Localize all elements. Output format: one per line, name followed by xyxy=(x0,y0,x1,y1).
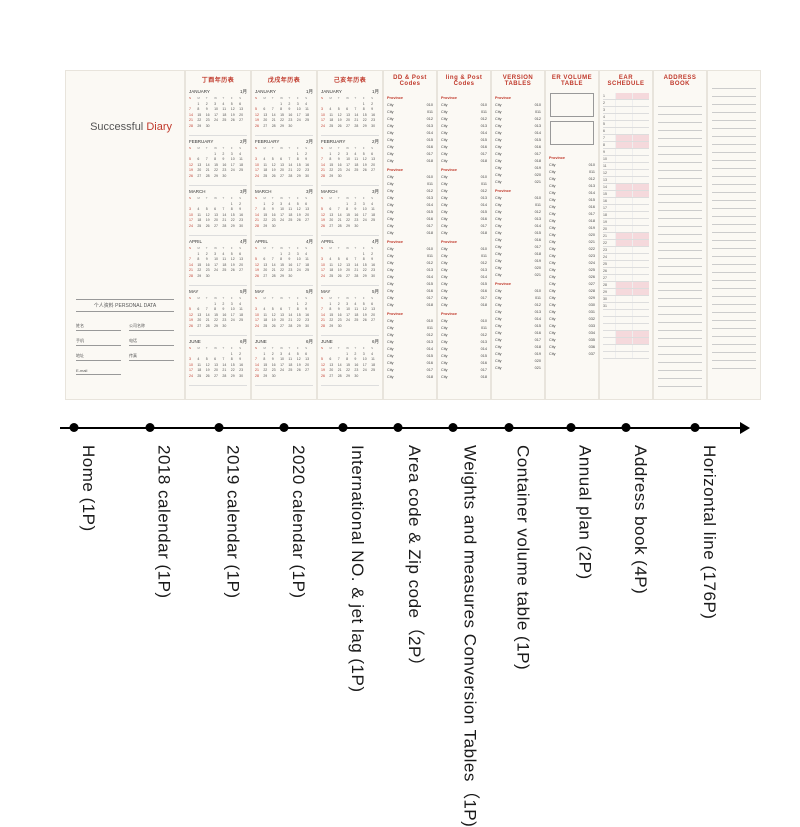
timeline-label: 2020 calendar (1P) xyxy=(288,445,308,599)
info-header: ER VOLUME TABLE xyxy=(546,71,598,89)
timeline-dot xyxy=(566,423,575,432)
page-intl-codes: DD & Post Codes ProvinceCity010City011Ci… xyxy=(383,70,437,400)
page-calendar-2018: 丁酉年历表 JANUARY1月SMTWTFS123456789101112131… xyxy=(185,70,251,400)
timeline-dot xyxy=(449,423,458,432)
page-calendar-2020: 己亥年历表 JANUARY1月SMTWTFS123456789101112131… xyxy=(317,70,383,400)
timeline-label: Container volume table (1P) xyxy=(512,445,532,670)
page-conversion-tables: VERSION TABLES ProvinceCity010City011Cit… xyxy=(491,70,545,400)
lined-body xyxy=(654,89,706,391)
timeline-dot xyxy=(69,423,78,432)
page-calendar-2019: 戊戌年历表 JANUARY1月SMTWTFS123456789101112131… xyxy=(251,70,317,400)
info-header: VERSION TABLES xyxy=(492,71,544,89)
cal-body: JANUARY1月SMTWTFS123456789101112131415161… xyxy=(252,86,316,388)
list-body: ProvinceCity010City011City012City013City… xyxy=(546,149,598,361)
page-address-book: ADDRESS BOOK xyxy=(653,70,707,400)
list-body: ProvinceCity010City011City012City013City… xyxy=(384,89,436,384)
cal-header: 丁酉年历表 xyxy=(186,71,250,86)
info-header: ADDRESS BOOK xyxy=(654,71,706,89)
home-fields-left: 姓名手机地址E-mail xyxy=(76,320,121,379)
timeline-label: Area code & Zip code（2P） xyxy=(402,445,427,675)
timeline-dot xyxy=(214,423,223,432)
timeline-label: Weights and measures Conversion Tables（1… xyxy=(457,445,482,827)
cal-body: JANUARY1月SMTWTFS123456789101112131415161… xyxy=(186,86,250,388)
home-title-accent: Diary xyxy=(146,121,172,133)
timeline-label: Horizontal line (176P) xyxy=(699,445,719,619)
page-horizontal-line xyxy=(707,70,761,400)
home-fields-right: 公司名称电话传真 xyxy=(129,320,174,379)
info-header: ling & Post Codes xyxy=(438,71,490,89)
home-personal-data: 个人资料 PERSONAL DATA 姓名手机地址E-mail 公司名称电话传真 xyxy=(76,299,174,379)
list-body: ProvinceCity010City011City012City013City… xyxy=(492,89,544,375)
page-home: Successful Diary 个人资料 PERSONAL DATA 姓名手机… xyxy=(65,70,185,400)
lined-body xyxy=(708,71,760,373)
home-title-main: Successful xyxy=(90,121,143,133)
cal-header: 己亥年历表 xyxy=(318,71,382,86)
page-annual-plan: EAR SCHEDULE 123456789101112131415161718… xyxy=(599,70,653,400)
page-volume-table: ER VOLUME TABLE ProvinceCity010City011Ci… xyxy=(545,70,599,400)
timeline-label: Address book (4P) xyxy=(630,445,650,594)
personal-data-label: 个人资料 PERSONAL DATA xyxy=(76,299,174,312)
timeline-label: 2018 calendar (1P) xyxy=(154,445,174,599)
timeline-labels: Home (1P) 2018 calendar (1P) 2019 calendar… xyxy=(60,445,750,775)
volume-diagram xyxy=(550,121,594,145)
timeline-dot xyxy=(280,423,289,432)
info-header: DD & Post Codes xyxy=(384,71,436,89)
timeline-dot xyxy=(621,423,630,432)
page-area-codes: ling & Post Codes ProvinceCity010City011… xyxy=(437,70,491,400)
schedule-body: 1234567891011121314151617181920212223242… xyxy=(600,89,652,363)
timeline-dot xyxy=(338,423,347,432)
timeline-label: 2019 calendar (1P) xyxy=(223,445,243,599)
timeline-dot xyxy=(690,423,699,432)
list-body: ProvinceCity010City011City012City013City… xyxy=(438,89,490,384)
timeline-label: Home (1P) xyxy=(78,445,98,532)
timeline-dot xyxy=(394,423,403,432)
timeline-dot xyxy=(504,423,513,432)
timeline xyxy=(60,418,750,438)
timeline-label: Annual plan (2P) xyxy=(575,445,595,580)
timeline-label: International NO. & jet lag (1P) xyxy=(347,445,367,693)
cal-header: 戊戌年历表 xyxy=(252,71,316,86)
timeline-arrow-icon xyxy=(740,422,750,434)
pages-fan: Successful Diary 个人资料 PERSONAL DATA 姓名手机… xyxy=(65,70,745,400)
volume-diagram xyxy=(550,93,594,117)
cal-body: JANUARY1月SMTWTFS123456789101112131415161… xyxy=(318,86,382,388)
info-header: EAR SCHEDULE xyxy=(600,71,652,89)
timeline-dot xyxy=(145,423,154,432)
home-title: Successful Diary xyxy=(90,121,172,133)
